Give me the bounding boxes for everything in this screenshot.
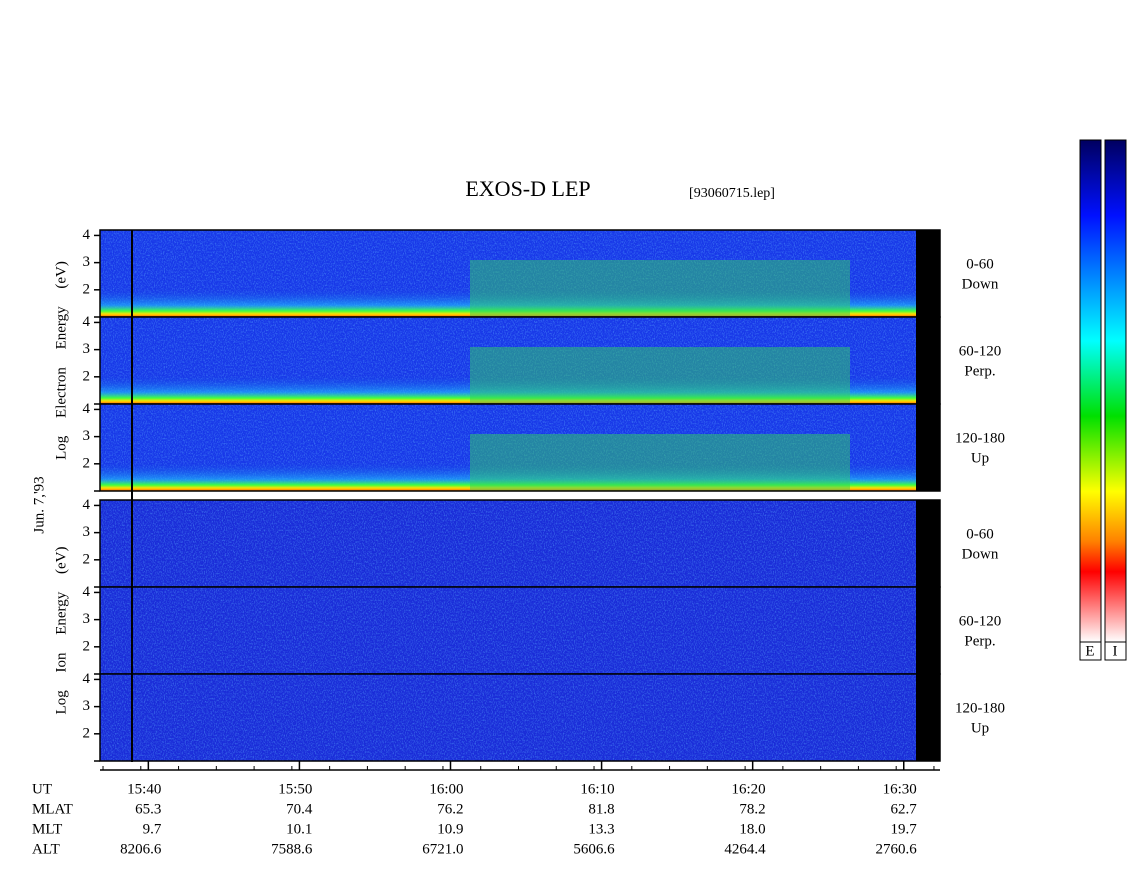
y-tick-label: 4: [83, 227, 91, 243]
panel-direction: Down: [962, 546, 999, 562]
y-tick-label: 4: [83, 401, 91, 417]
colorbar-box: [1104, 641, 1127, 661]
colorbar: [1079, 139, 1102, 643]
title: EXOS-D LEP: [465, 176, 590, 201]
row-value: 81.8: [588, 801, 614, 817]
panel-frame: [99, 673, 941, 762]
y-tick-label: 4: [83, 497, 91, 513]
y-tick-label: 2: [83, 638, 91, 654]
data-gap: [916, 587, 940, 674]
colorbar-label: E: [1085, 643, 1094, 659]
active-region: [470, 347, 850, 404]
colorbar-box: [1079, 641, 1102, 661]
spectrogram-noise: [100, 674, 916, 761]
spectrogram-noise: [100, 587, 916, 674]
panel-frame: [99, 403, 941, 492]
data-gap: [916, 674, 940, 761]
x-tick-label: 16:10: [580, 781, 614, 797]
y-tick-label: 2: [83, 551, 91, 567]
row-value: 78.2: [739, 801, 765, 817]
row-value: 9.7: [143, 821, 162, 837]
row-value: 76.2: [437, 801, 463, 817]
data-gap: [916, 230, 940, 317]
y-tick-label: 3: [83, 698, 91, 714]
row-value: 7588.6: [271, 841, 313, 857]
row-value: 8206.6: [120, 841, 162, 857]
row-value: 13.3: [588, 821, 614, 837]
y-tick-label: 2: [83, 368, 91, 384]
x-tick-label: 15:40: [127, 781, 161, 797]
x-tick-label: 16:30: [883, 781, 917, 797]
row-value: 62.7: [890, 801, 917, 817]
data-gap: [916, 317, 940, 404]
spectrogram-noise: [100, 500, 916, 587]
subtitle: [93060715.lep]: [689, 186, 775, 201]
y-tick-label: 3: [83, 524, 91, 540]
panel-direction: Up: [971, 720, 989, 736]
row-value: 5606.6: [573, 841, 615, 857]
y-tick-label: 3: [83, 428, 91, 444]
row-name: UT: [32, 781, 52, 797]
row-value: 18.0: [739, 821, 765, 837]
panel-range: 120-180: [955, 700, 1005, 716]
panel-range: 60-120: [959, 343, 1002, 359]
date-label: Jun. 7,'93: [31, 476, 47, 533]
row-value: 4264.4: [724, 841, 766, 857]
colorbar: [1104, 139, 1127, 643]
panel-range: 60-120: [959, 613, 1002, 629]
row-value: 6721.0: [422, 841, 463, 857]
row-name: MLT: [32, 821, 62, 837]
colorbar-label: I: [1113, 643, 1118, 659]
row-value: 10.1: [286, 821, 312, 837]
panel-direction: Up: [971, 450, 989, 466]
row-value: 70.4: [286, 801, 313, 817]
y-tick-label: 3: [83, 254, 91, 270]
panel-direction: Down: [962, 276, 999, 292]
data-gap: [916, 500, 940, 587]
x-tick-label: 16:20: [731, 781, 765, 797]
panel-direction: Perp.: [964, 633, 995, 649]
colorbars: E I: [1079, 139, 1127, 661]
active-region: [470, 260, 850, 317]
y-tick-label: 3: [83, 341, 91, 357]
y-tick-label: 2: [83, 281, 91, 297]
row-value: 2760.6: [875, 841, 917, 857]
row-value: 10.9: [437, 821, 463, 837]
row-name: ALT: [32, 841, 60, 857]
active-region: [470, 434, 850, 491]
y-tick-label: 4: [83, 584, 91, 600]
y-tick-label: 4: [83, 314, 91, 330]
panel-range: 120-180: [955, 430, 1005, 446]
x-tick-label: 16:00: [429, 781, 463, 797]
panel-range: 0-60: [966, 526, 994, 542]
row-value: 65.3: [135, 801, 161, 817]
panel-range: 0-60: [966, 256, 994, 272]
panel-direction: Perp.: [964, 363, 995, 379]
row-name: MLAT: [32, 801, 73, 817]
y-tick-label: 2: [83, 455, 91, 471]
row-value: 19.7: [890, 821, 917, 837]
y-axis-label: Log Ion Energy (eV): [53, 547, 69, 715]
y-axis-label: Log Electron Energy (eV): [53, 261, 69, 460]
y-tick-label: 2: [83, 725, 91, 741]
x-tick-label: 15:50: [278, 781, 312, 797]
y-tick-label: 4: [83, 671, 91, 687]
data-gap: [916, 404, 940, 491]
y-tick-label: 3: [83, 611, 91, 627]
